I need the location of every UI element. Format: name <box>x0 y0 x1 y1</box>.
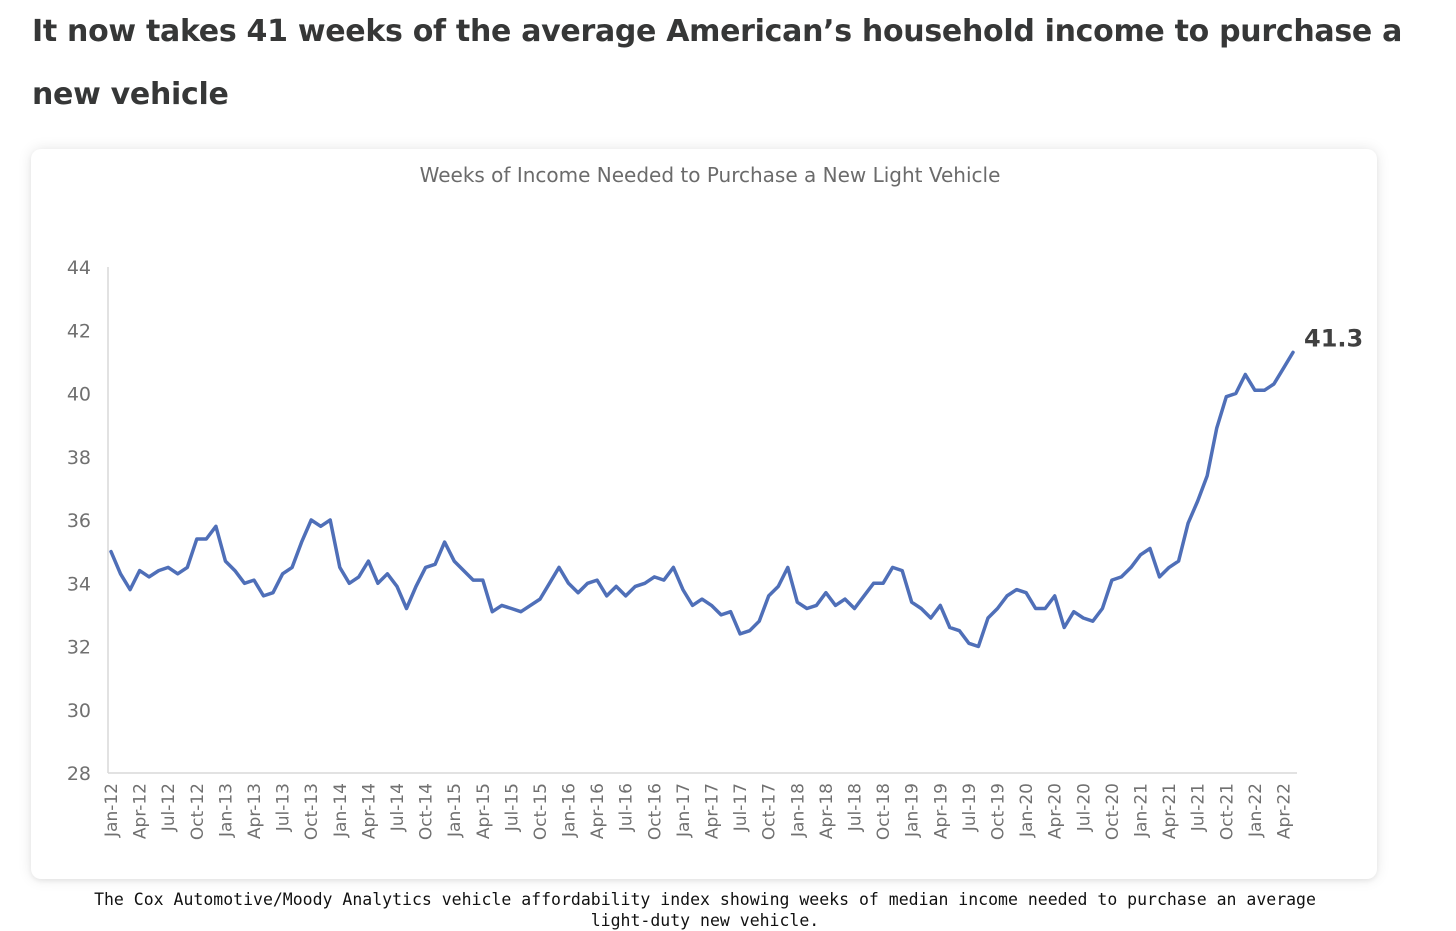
line-chart: Weeks of Income Needed to Purchase a New… <box>67 163 1363 840</box>
y-tick-label: 30 <box>67 700 91 722</box>
x-tick-label: Apr-22 <box>1274 783 1294 839</box>
x-tick-label: Jul-19 <box>960 783 980 832</box>
chart-title: Weeks of Income Needed to Purchase a New… <box>420 163 1001 187</box>
x-tick-label: Oct-19 <box>989 783 1009 840</box>
x-tick-label: Jan-15 <box>445 783 465 838</box>
x-tick-label: Apr-18 <box>817 783 837 839</box>
x-tick-label: Jan-14 <box>331 783 351 838</box>
figure-caption: The Cox Automotive/Moody Analytics vehic… <box>94 890 1316 930</box>
x-tick-label: Oct-18 <box>874 783 894 840</box>
x-tick-label: Jan-22 <box>1246 783 1266 838</box>
y-tick-label: 32 <box>67 637 91 659</box>
x-tick-label: Jul-16 <box>617 783 637 832</box>
x-tick-label: Jan-18 <box>788 783 808 838</box>
x-tick-label: Apr-13 <box>245 783 265 839</box>
x-tick-label: Apr-15 <box>474 783 494 839</box>
x-tick-label: Apr-12 <box>131 783 151 839</box>
x-tick-label: Oct-20 <box>1103 783 1123 840</box>
x-axis-ticks: Jan-12 Apr-12 Jul-12 Oct-12 Jan-13 Apr-13 Jul-… <box>102 783 1294 840</box>
x-tick-label: Apr-16 <box>588 783 608 839</box>
y-axis-ticks: 28 30 32 34 36 38 40 42 44 <box>67 257 91 785</box>
x-tick-label: Jan-21 <box>1131 783 1151 838</box>
x-tick-label: Jan-13 <box>216 783 236 838</box>
x-tick-label: Jan-20 <box>1017 783 1037 838</box>
x-tick-label: Apr-14 <box>359 783 379 839</box>
x-tick-label: Oct-17 <box>760 783 780 840</box>
y-tick-label: 34 <box>67 573 91 595</box>
y-tick-label: 28 <box>67 763 91 785</box>
x-tick-label: Apr-21 <box>1160 783 1180 839</box>
series-line-weeks-of-income <box>109 350 1295 649</box>
x-tick-label: Jul-17 <box>731 783 751 832</box>
x-tick-label: Oct-12 <box>188 783 208 840</box>
x-tick-label: Oct-13 <box>302 783 322 840</box>
x-tick-label: Oct-16 <box>645 783 665 840</box>
x-tick-label: Oct-15 <box>531 783 551 840</box>
x-tick-label: Jan-17 <box>674 783 694 838</box>
x-tick-label: Jul-12 <box>159 783 179 832</box>
x-tick-label: Apr-20 <box>1046 783 1066 839</box>
x-tick-label: Apr-19 <box>931 783 951 839</box>
x-tick-label: Jul-13 <box>274 783 294 832</box>
y-tick-label: 38 <box>67 447 91 469</box>
x-tick-label: Jul-18 <box>846 783 866 832</box>
y-tick-label: 40 <box>67 384 91 406</box>
x-tick-label: Jan-19 <box>903 783 923 838</box>
y-tick-label: 44 <box>67 257 91 279</box>
x-tick-label: Apr-17 <box>703 783 723 839</box>
x-tick-label: Oct-21 <box>1217 783 1237 840</box>
end-value-label: 41.3 <box>1304 324 1363 352</box>
x-tick-label: Jul-14 <box>388 783 408 832</box>
y-tick-label: 42 <box>67 320 91 342</box>
y-tick-label: 36 <box>67 510 91 532</box>
x-tick-label: Jan-16 <box>560 783 580 838</box>
x-tick-label: Jul-21 <box>1189 783 1209 832</box>
chart-card: Weeks of Income Needed to Purchase a New… <box>31 149 1377 879</box>
x-tick-label: Jul-15 <box>502 783 522 832</box>
x-tick-label: Oct-14 <box>417 783 437 840</box>
x-tick-label: Jul-20 <box>1074 783 1094 832</box>
article-headline: It now takes 41 weeks of the average Ame… <box>32 14 1403 112</box>
x-tick-label: Jan-12 <box>102 783 122 838</box>
